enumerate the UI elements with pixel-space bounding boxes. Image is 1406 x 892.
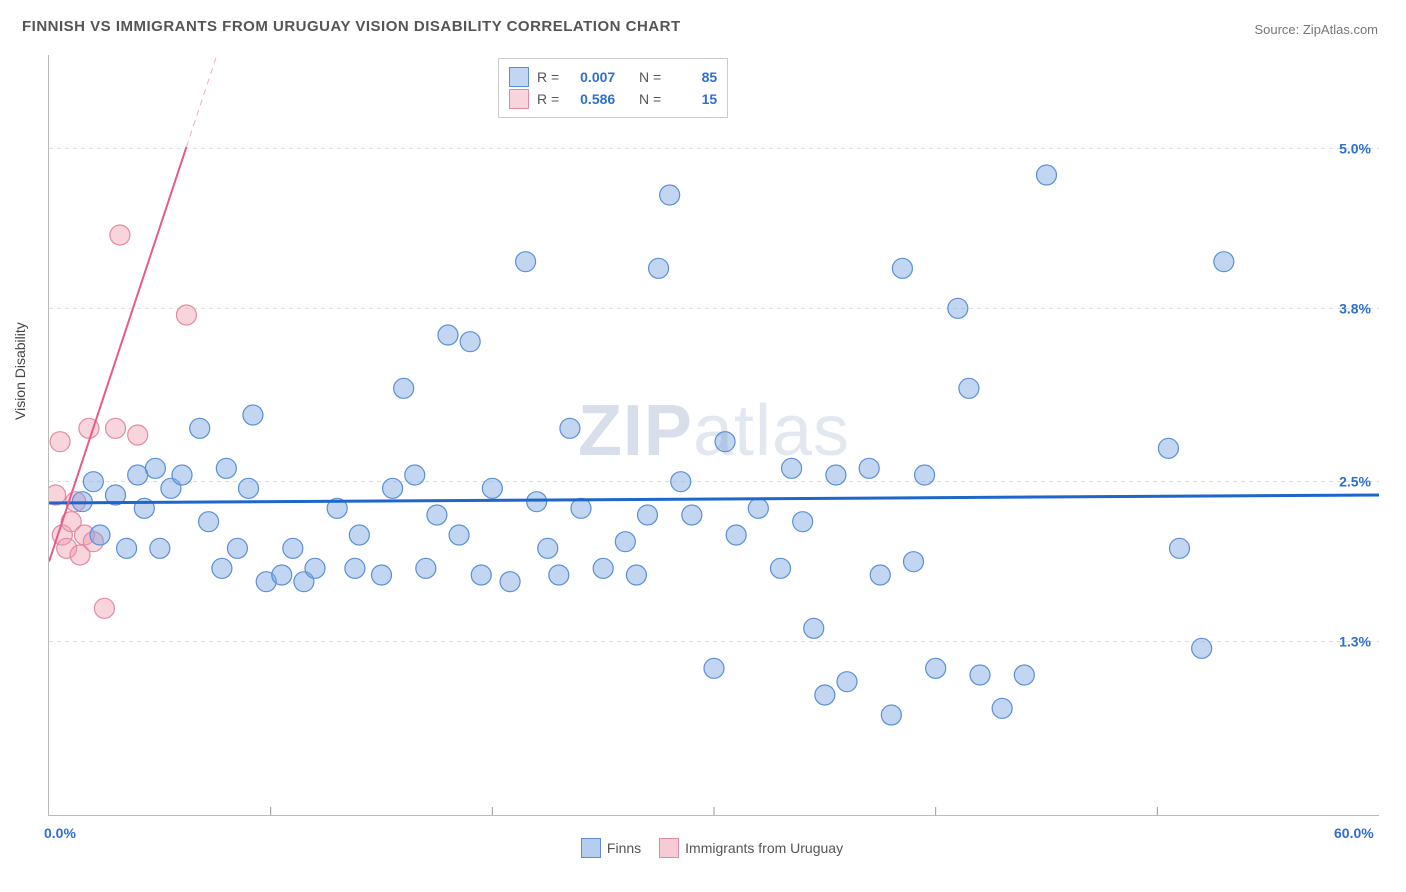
data-point	[372, 565, 392, 585]
svg-text:2.5%: 2.5%	[1339, 474, 1371, 490]
data-point	[243, 405, 263, 425]
data-point	[145, 458, 165, 478]
legend-swatch	[659, 838, 679, 858]
data-point	[892, 258, 912, 278]
data-point	[94, 598, 114, 618]
data-point	[345, 558, 365, 578]
data-point	[272, 565, 292, 585]
series-legend: Finns Immigrants from Uruguay	[0, 838, 1406, 858]
data-point	[959, 378, 979, 398]
data-point	[227, 538, 247, 558]
data-point	[870, 565, 890, 585]
data-point	[904, 552, 924, 572]
data-point	[881, 705, 901, 725]
correlation-legend: R =0.007 N =85R =0.586 N =15	[498, 58, 728, 118]
data-point	[482, 478, 502, 498]
data-point	[748, 498, 768, 518]
data-point	[83, 472, 103, 492]
data-point	[283, 538, 303, 558]
chart-title: FINNISH VS IMMIGRANTS FROM URUGUAY VISIO…	[22, 18, 681, 35]
legend-label: Finns	[607, 840, 641, 856]
data-point	[383, 478, 403, 498]
data-point	[549, 565, 569, 585]
data-point	[704, 658, 724, 678]
data-point	[804, 618, 824, 638]
data-point	[992, 698, 1012, 718]
data-point	[726, 525, 746, 545]
data-point	[405, 465, 425, 485]
data-point	[826, 465, 846, 485]
data-point	[671, 472, 691, 492]
data-point	[128, 425, 148, 445]
data-point	[1192, 638, 1212, 658]
legend-label: Immigrants from Uruguay	[685, 840, 843, 856]
data-point	[106, 418, 126, 438]
data-point	[793, 512, 813, 532]
data-point	[771, 558, 791, 578]
data-point	[527, 492, 547, 512]
data-point	[538, 538, 558, 558]
data-point	[305, 558, 325, 578]
data-point	[1014, 665, 1034, 685]
x-tick-min: 0.0%	[44, 825, 76, 841]
scatter-chart: 1.3% 2.5% 3.8% 5.0%	[49, 55, 1379, 815]
data-point	[926, 658, 946, 678]
svg-text:1.3%: 1.3%	[1339, 634, 1371, 650]
data-point	[715, 432, 735, 452]
data-point	[416, 558, 436, 578]
data-point	[438, 325, 458, 345]
data-point	[50, 432, 70, 452]
data-point	[1158, 438, 1178, 458]
x-tick-max: 60.0%	[1334, 825, 1374, 841]
data-point	[394, 378, 414, 398]
legend-swatch	[581, 838, 601, 858]
data-point	[1214, 252, 1234, 272]
data-point	[859, 458, 879, 478]
data-point	[649, 258, 669, 278]
data-point	[90, 525, 110, 545]
legend-swatch	[509, 89, 529, 109]
data-point	[128, 465, 148, 485]
legend-row: R =0.007 N =85	[509, 67, 717, 87]
legend-swatch	[509, 67, 529, 87]
data-point	[615, 532, 635, 552]
source-label: Source: ZipAtlas.com	[1254, 22, 1378, 37]
data-point	[190, 418, 210, 438]
data-point	[948, 298, 968, 318]
data-point	[199, 512, 219, 532]
data-point	[471, 565, 491, 585]
y-axis-label: Vision Disability	[12, 322, 28, 420]
legend-row: R =0.586 N =15	[509, 89, 717, 109]
svg-text:5.0%: 5.0%	[1339, 140, 1371, 156]
data-point	[239, 478, 259, 498]
data-point	[782, 458, 802, 478]
data-point	[449, 525, 469, 545]
data-point	[682, 505, 702, 525]
data-point	[500, 572, 520, 592]
data-point	[560, 418, 580, 438]
data-point	[460, 332, 480, 352]
data-point	[970, 665, 990, 685]
data-point	[212, 558, 232, 578]
svg-text:3.8%: 3.8%	[1339, 300, 1371, 316]
chart-area: 1.3%2.5%3.8%5.0% ZIPatlas	[48, 55, 1379, 816]
data-point	[915, 465, 935, 485]
data-point	[660, 185, 680, 205]
data-point	[117, 538, 137, 558]
data-point	[427, 505, 447, 525]
data-point	[593, 558, 613, 578]
data-point	[216, 458, 236, 478]
data-point	[349, 525, 369, 545]
data-point	[176, 305, 196, 325]
data-point	[626, 565, 646, 585]
data-point	[516, 252, 536, 272]
data-point	[172, 465, 192, 485]
data-point	[815, 685, 835, 705]
data-point	[1170, 538, 1190, 558]
data-point	[837, 672, 857, 692]
data-point	[150, 538, 170, 558]
data-point	[110, 225, 130, 245]
data-point	[638, 505, 658, 525]
data-point	[1037, 165, 1057, 185]
